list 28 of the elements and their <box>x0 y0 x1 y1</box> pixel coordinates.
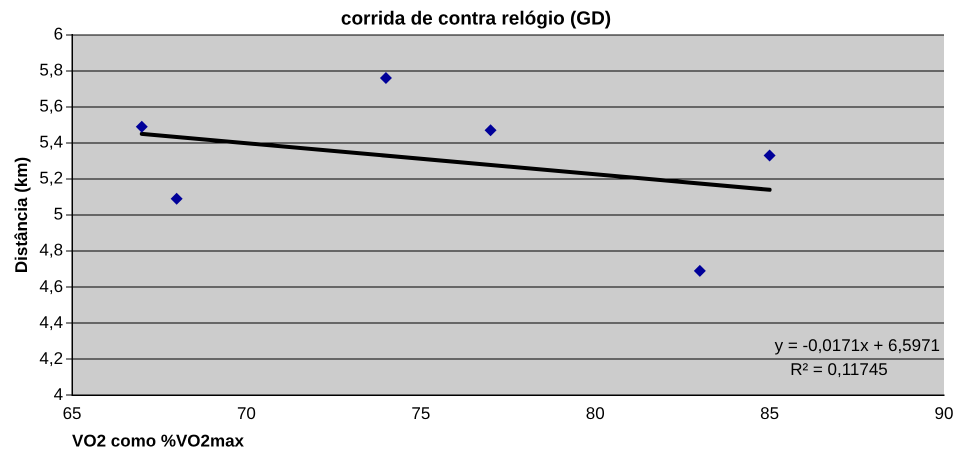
y-tick-label: 5,8 <box>39 60 64 80</box>
annotation: R² = 0,11745 <box>790 360 888 380</box>
x-tick-label: 90 <box>934 404 954 424</box>
point <box>694 264 706 277</box>
y-tick-label: 4,2 <box>39 348 64 368</box>
point <box>484 124 497 136</box>
point <box>136 120 148 133</box>
point <box>764 150 776 162</box>
y-tick-label: 4,4 <box>39 312 64 332</box>
y-tick-label: 5,6 <box>39 96 64 116</box>
y-tick-label: 5,2 <box>39 168 64 188</box>
point <box>170 192 183 205</box>
annotation: y = -0,0171x + 6,5971 <box>774 336 940 356</box>
x-tick-label: 75 <box>411 404 430 424</box>
y-tick-label: 5,4 <box>39 132 64 152</box>
y-tick-label: 5 <box>54 204 64 224</box>
x-tick-label: 85 <box>760 404 780 424</box>
x-axis-title: VO2 como %VO2max <box>72 431 245 450</box>
y-tick-label: 4,8 <box>39 240 64 260</box>
x-tick-label: 80 <box>586 404 605 424</box>
y-tick-label: 4 <box>54 384 64 404</box>
y-tick-label: 4,6 <box>39 276 64 296</box>
chart-title: corrida de contra relógio (GD) <box>340 8 612 30</box>
x-tick-label: 65 <box>62 404 82 424</box>
y-axis-title: Distância (km) <box>12 156 31 274</box>
y-tick-label: 6 <box>54 24 64 44</box>
point <box>380 72 392 84</box>
x-tick-label: 70 <box>236 404 256 424</box>
